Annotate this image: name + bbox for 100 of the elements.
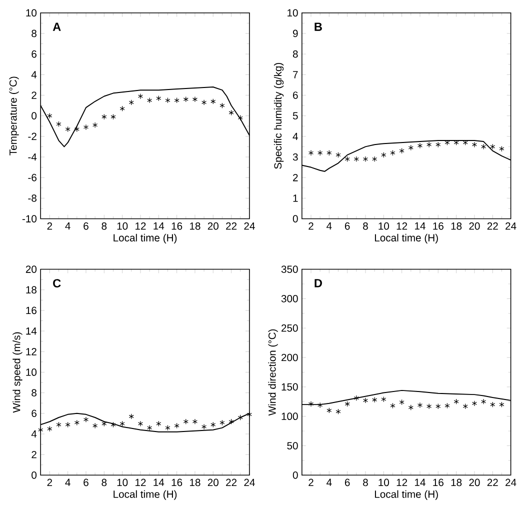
point — [499, 146, 504, 152]
point — [192, 418, 198, 425]
y-tick-label: 12 — [26, 348, 36, 356]
point — [156, 420, 162, 427]
x-tick-label: 2 — [47, 222, 52, 230]
point — [47, 426, 52, 432]
point — [228, 418, 234, 425]
point — [220, 420, 225, 426]
x-tick-label: 8 — [102, 478, 107, 486]
point — [174, 423, 180, 429]
point — [120, 420, 125, 427]
x-tick-label: 24 — [506, 222, 516, 230]
y-tick-label: 50 — [287, 442, 298, 450]
x-tick-label: 8 — [363, 478, 368, 486]
y-tick-label: 2 — [32, 451, 36, 458]
point — [147, 425, 152, 431]
point — [56, 422, 62, 428]
x-tick-label: 20 — [208, 222, 218, 230]
point — [472, 142, 477, 148]
y-tick-label: 0 — [32, 472, 37, 479]
x-tick-label: 16 — [172, 478, 182, 486]
point — [326, 150, 332, 156]
y-tick-label: 20 — [26, 266, 37, 274]
x-tick-label: 22 — [226, 222, 237, 230]
y-tick-label: 9 — [292, 30, 298, 38]
x-tick-label: 20 — [208, 478, 218, 486]
point — [399, 148, 404, 154]
point — [174, 98, 180, 104]
x-axis-title: Local time (H) — [374, 490, 438, 500]
point — [426, 404, 432, 410]
x-tick-label: 18 — [190, 478, 200, 486]
x-tick-label: 4 — [65, 478, 70, 486]
text: C — [53, 279, 61, 288]
x-tick-label: 2 — [308, 478, 314, 486]
point — [344, 401, 350, 407]
x-tick-label: 4 — [326, 222, 332, 230]
point — [65, 422, 70, 428]
point — [83, 124, 89, 130]
point — [102, 114, 107, 120]
point — [74, 126, 80, 132]
y-axis-title: Wind speed (m/s) — [12, 332, 22, 413]
point — [318, 150, 323, 156]
point — [210, 98, 216, 104]
point — [156, 96, 162, 102]
point — [354, 156, 359, 162]
x-tick-label: 2 — [47, 478, 52, 486]
x-axis-title: Local time (H) — [114, 234, 177, 244]
y-tick-label: 10 — [26, 368, 37, 376]
x-tick-label: 8 — [363, 222, 368, 230]
y-tick-label: 150 — [282, 383, 298, 391]
x-tick-label: 18 — [190, 222, 200, 230]
point — [399, 399, 404, 406]
x-tick-label: 10 — [117, 222, 128, 230]
x-tick-label: 22 — [487, 478, 498, 486]
y-tick-label: 0 — [292, 215, 298, 223]
y-tick-label: 10 — [288, 9, 298, 17]
x-tick-label: 2 — [308, 222, 314, 230]
y-tick-label: 18 — [26, 286, 36, 294]
point — [381, 396, 386, 402]
y-tick-label: 4 — [31, 430, 37, 438]
point — [210, 422, 216, 428]
point — [472, 400, 477, 406]
y-tick-label: 200 — [282, 354, 298, 362]
text: D — [314, 279, 322, 288]
y-tick-label: 7 — [293, 71, 298, 78]
x-tick-label: 6 — [344, 478, 350, 486]
point — [128, 100, 134, 106]
x-tick-label: 10 — [378, 222, 390, 230]
point — [381, 152, 386, 158]
y-tick-label: 0 — [32, 112, 37, 120]
y-tick-label: 8 — [292, 50, 298, 58]
x-tick-label: 16 — [433, 222, 444, 230]
point — [481, 398, 486, 405]
point — [65, 126, 70, 132]
point — [220, 102, 225, 108]
y-tick-label: 1 — [293, 194, 298, 202]
point — [74, 420, 80, 426]
x-tick-label: 12 — [136, 478, 146, 486]
y-tick-label: 350 — [281, 266, 298, 274]
y-tick-label: 5 — [292, 112, 298, 120]
point — [326, 408, 332, 414]
text: B — [314, 22, 322, 31]
point — [202, 424, 207, 430]
point — [408, 144, 414, 151]
x-tick-label: 20 — [469, 222, 480, 230]
point — [490, 144, 496, 150]
x-tick-label: 24 — [506, 478, 516, 486]
point — [354, 395, 359, 402]
x-tick-label: 22 — [226, 478, 237, 486]
x-tick-label: 24 — [244, 222, 255, 230]
point — [444, 403, 450, 409]
y-axis-title: Specific humidity (g/kg) — [274, 63, 284, 169]
x-tick-label: 4 — [326, 478, 332, 486]
point — [120, 106, 125, 112]
x-tick-label: 12 — [396, 222, 408, 230]
y-tick-label: 250 — [282, 324, 298, 332]
x-tick-label: 6 — [84, 478, 88, 486]
x-tick-label: 10 — [378, 478, 390, 486]
point — [499, 402, 504, 408]
x-tick-label: 24 — [244, 478, 255, 486]
